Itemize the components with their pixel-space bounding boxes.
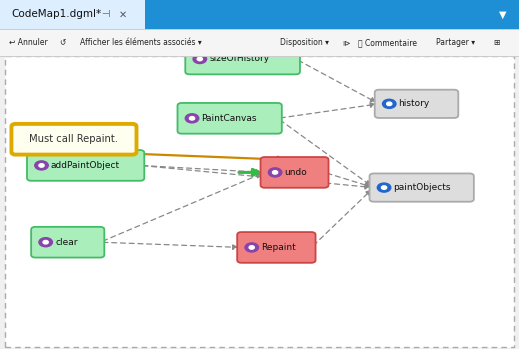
Text: sizeOfHistory: sizeOfHistory [209, 54, 269, 64]
Text: ⊣: ⊣ [101, 9, 110, 20]
Circle shape [245, 243, 258, 252]
Circle shape [189, 117, 195, 120]
Text: undo: undo [284, 168, 307, 177]
Circle shape [249, 246, 254, 249]
Text: 💬 Commentaire: 💬 Commentaire [358, 38, 417, 47]
Text: ↩ Annuler: ↩ Annuler [9, 38, 48, 47]
Circle shape [387, 102, 392, 105]
FancyBboxPatch shape [0, 0, 145, 29]
Text: clear: clear [55, 238, 77, 247]
Text: ⊞: ⊞ [493, 38, 499, 47]
Circle shape [193, 54, 207, 64]
Text: PaintCanvas: PaintCanvas [201, 114, 257, 123]
Text: addPaintObject: addPaintObject [51, 161, 120, 170]
FancyBboxPatch shape [5, 56, 514, 347]
Text: Repaint: Repaint [261, 243, 296, 252]
FancyBboxPatch shape [31, 227, 104, 258]
Text: Afficher les éléments associés ▾: Afficher les éléments associés ▾ [80, 38, 202, 47]
Circle shape [377, 183, 391, 192]
Text: CodeMap1.dgml*: CodeMap1.dgml* [11, 9, 102, 20]
FancyBboxPatch shape [177, 103, 282, 134]
Circle shape [185, 114, 199, 123]
Text: ▼: ▼ [499, 9, 506, 20]
Circle shape [268, 168, 282, 177]
Circle shape [39, 238, 52, 247]
Text: Disposition ▾: Disposition ▾ [280, 38, 329, 47]
Circle shape [35, 161, 48, 170]
Text: Partager ▾: Partager ▾ [436, 38, 475, 47]
FancyBboxPatch shape [11, 124, 136, 155]
Text: history: history [399, 99, 430, 108]
FancyBboxPatch shape [370, 173, 474, 202]
Circle shape [197, 57, 202, 61]
Text: ✕: ✕ [118, 9, 127, 20]
Circle shape [381, 186, 387, 189]
FancyBboxPatch shape [0, 29, 519, 56]
FancyBboxPatch shape [375, 90, 458, 118]
Circle shape [383, 99, 396, 108]
Text: ⧐: ⧐ [343, 38, 350, 47]
Text: ↺: ↺ [60, 38, 66, 47]
Text: paintObjects: paintObjects [393, 183, 451, 192]
FancyBboxPatch shape [27, 150, 144, 181]
Circle shape [272, 171, 278, 174]
Text: Must call Repaint.: Must call Repaint. [30, 134, 118, 144]
FancyBboxPatch shape [237, 232, 316, 263]
FancyBboxPatch shape [261, 157, 329, 188]
FancyBboxPatch shape [185, 44, 300, 74]
Circle shape [43, 240, 48, 244]
FancyBboxPatch shape [0, 0, 519, 29]
Circle shape [39, 164, 44, 167]
